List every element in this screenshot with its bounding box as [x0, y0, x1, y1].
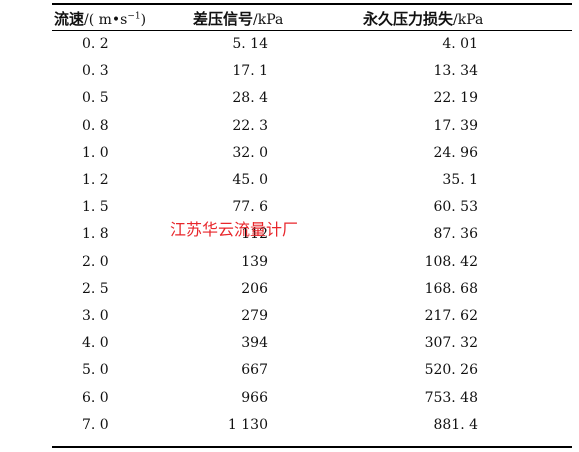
- table-cell: 5. 0: [82, 362, 109, 379]
- column-header-differential-pressure: 差压信号/kPa: [193, 10, 284, 28]
- table-cell: 1. 2: [82, 172, 109, 188]
- watermark-text: 江苏华云流量计厂: [170, 220, 299, 239]
- table-cell: 28. 4: [232, 90, 268, 107]
- table-cell: 17. 39: [433, 117, 478, 134]
- table-cell: 394: [241, 335, 268, 352]
- table-cell: 3. 0: [82, 308, 109, 324]
- table-bottom-rule: [52, 446, 572, 448]
- table-cell: 45. 0: [232, 172, 268, 188]
- table-cell: 4. 01: [442, 36, 478, 52]
- table-cell: 17. 1: [232, 63, 268, 80]
- table-cell: 1. 8: [82, 226, 109, 243]
- table-cell: 77. 6: [232, 199, 268, 216]
- table-cell: 520. 26: [424, 362, 478, 379]
- table-cell: 0. 5: [82, 90, 109, 107]
- table-cell: 60. 53: [433, 199, 478, 216]
- table-cell: 168. 68: [424, 280, 478, 297]
- table-cell: 1. 0: [82, 144, 109, 161]
- table-cell: 667: [241, 362, 268, 379]
- column-header-flow-velocity: 流速/( m•s−1): [54, 10, 147, 28]
- table-cell: 4. 0: [82, 335, 109, 352]
- table-cell: 6. 0: [82, 389, 109, 406]
- table-header-rule: [52, 30, 572, 31]
- table-cell: 139: [241, 253, 268, 270]
- table-cell: 279: [241, 308, 268, 324]
- table-cell: 24. 96: [433, 144, 478, 161]
- table-cell: 217. 62: [424, 308, 478, 324]
- table-cell: 13. 34: [433, 63, 478, 80]
- table-top-rule: [52, 3, 572, 5]
- table-cell: 2. 5: [82, 280, 109, 297]
- table-cell: 1. 5: [82, 199, 109, 216]
- table-cell: 22. 3: [232, 117, 268, 134]
- table-cell: 32. 0: [232, 144, 268, 161]
- table-cell: 5. 14: [232, 36, 268, 52]
- table-cell: 22. 19: [433, 90, 478, 107]
- table-cell: 0. 2: [82, 36, 109, 52]
- table-cell: 0. 3: [82, 63, 109, 80]
- table-cell: 87. 36: [433, 226, 478, 243]
- table-cell: 2. 0: [82, 253, 109, 270]
- table-cell: 206: [241, 280, 268, 297]
- column-header-pressure-loss: 永久压力损失/kPa: [363, 10, 484, 28]
- table-cell: 307. 32: [424, 335, 478, 352]
- table-cell: 112: [241, 226, 268, 243]
- table-cell: 7. 0: [82, 416, 109, 433]
- table-cell: 1 130: [227, 416, 268, 433]
- table-cell: 35. 1: [442, 172, 478, 188]
- table-cell: 753. 48: [424, 389, 478, 406]
- table-cell: 966: [241, 389, 268, 406]
- table-cell: 0. 8: [82, 117, 109, 134]
- table-cell: 881. 4: [433, 416, 478, 433]
- table-cell: 108. 42: [424, 253, 478, 270]
